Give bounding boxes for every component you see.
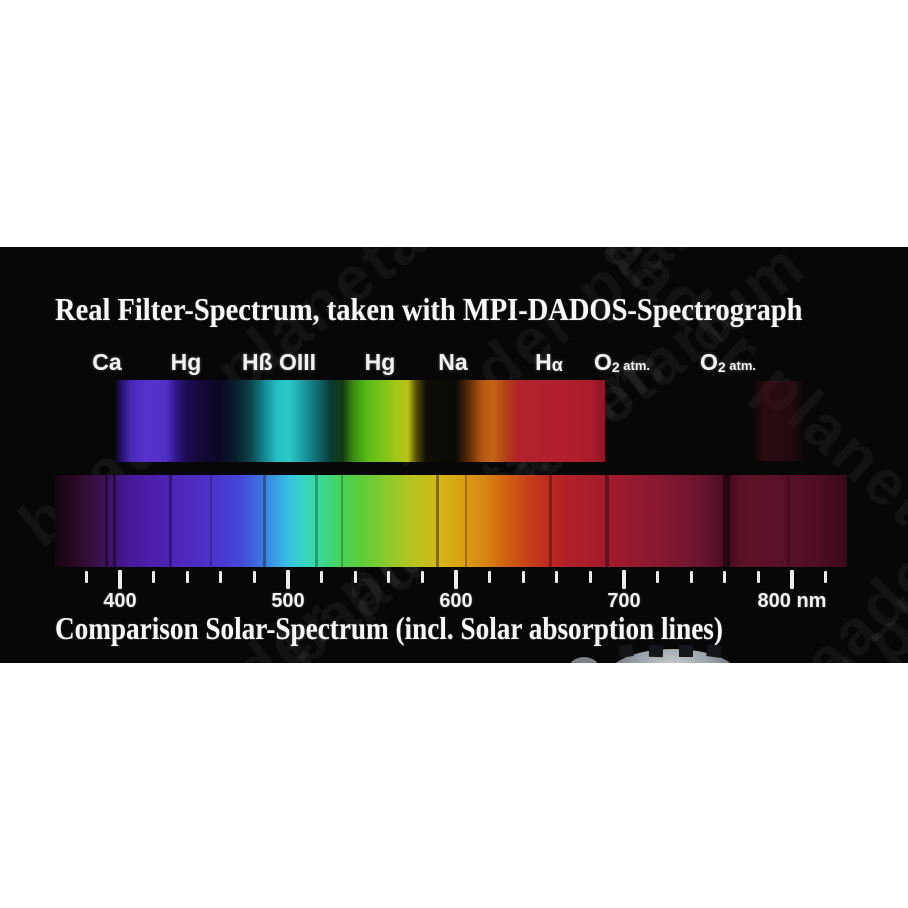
absorption-line xyxy=(340,475,343,567)
axis-minor-tick xyxy=(723,571,727,583)
axis-minor-tick xyxy=(656,571,660,583)
axis-major-tick xyxy=(622,570,626,589)
spectral-label-part: O xyxy=(699,349,718,375)
absorption-line xyxy=(465,475,468,567)
spectral-label-part: Hg xyxy=(170,349,202,375)
spectral-label: Ca xyxy=(92,349,121,376)
axis-tick-label: 400 xyxy=(103,590,137,612)
spectral-label-part: α xyxy=(551,355,563,375)
spectral-label-part: Ca xyxy=(92,349,122,375)
absorption-line xyxy=(168,475,172,567)
absorption-line xyxy=(113,475,117,567)
spectral-label-part: Hß OIII xyxy=(241,349,317,375)
spectral-label: O2 atm. xyxy=(594,349,650,376)
axis-major-tick xyxy=(790,570,794,589)
spectral-label-part: 2 xyxy=(717,359,726,375)
axis-minor-tick xyxy=(320,571,324,583)
axis-minor-tick xyxy=(84,571,88,583)
axis-minor-tick xyxy=(689,571,693,583)
axis-major-tick xyxy=(454,570,458,589)
spectrum-banner: baader planetarium baader planetarium baad… xyxy=(0,247,908,663)
absorption-line xyxy=(262,475,266,567)
spectral-label-part: Hg xyxy=(364,349,396,375)
axis-major-tick xyxy=(286,570,290,589)
banner-caption: Comparison Solar-Spectrum (incl. Solar a… xyxy=(55,610,723,646)
spectral-label: Hg xyxy=(365,349,396,376)
spectral-label-part: O xyxy=(593,349,612,375)
axis-tick-label: 600 xyxy=(439,590,473,612)
axis-minor-tick xyxy=(387,571,391,583)
spectral-label-part: H xyxy=(535,349,552,375)
absorption-line xyxy=(548,475,552,567)
spectral-label: Hß OIII xyxy=(242,349,316,376)
absorption-line xyxy=(722,475,730,567)
spectral-label-part: Na xyxy=(438,349,468,375)
axis-major-tick xyxy=(118,570,122,589)
solar-spectrum-strip xyxy=(55,475,847,567)
product-photo-fragment-notch xyxy=(706,644,722,658)
axis-minor-tick xyxy=(420,571,424,583)
axis-minor-tick xyxy=(353,571,357,583)
axis-minor-tick xyxy=(555,571,559,583)
axis-tick-label: 800 nm xyxy=(757,590,827,612)
filter-spectrum-strip xyxy=(115,380,605,462)
axis-minor-tick xyxy=(824,571,828,583)
absorption-line xyxy=(605,475,610,567)
product-photo-fragment xyxy=(569,644,741,663)
banner-title: Real Filter-Spectrum, taken with MPI-DAD… xyxy=(55,291,803,327)
axis-minor-tick xyxy=(252,571,256,583)
product-photo-fragment-notch xyxy=(618,644,634,658)
axis-minor-tick xyxy=(588,571,592,583)
axis-minor-tick xyxy=(488,571,492,583)
spectral-label-part: 2 xyxy=(611,359,620,375)
absorption-line xyxy=(787,475,791,567)
axis-minor-tick xyxy=(152,571,156,583)
axis-minor-tick xyxy=(219,571,223,583)
spectral-label: Hg xyxy=(171,349,202,376)
absorption-line xyxy=(209,475,212,567)
filter-ir-band xyxy=(751,381,806,461)
axis-tick-label: 700 xyxy=(607,590,641,612)
spectral-label-part: atm. xyxy=(619,358,651,373)
spectral-label: O2 atm. xyxy=(700,349,756,376)
absorption-line xyxy=(105,475,109,567)
axis-minor-tick xyxy=(185,571,189,583)
product-photo-fragment-notch xyxy=(648,644,664,658)
absorption-line xyxy=(436,475,440,567)
spectral-label: Na xyxy=(438,349,467,376)
axis-minor-tick xyxy=(756,571,760,583)
axis-minor-tick xyxy=(521,571,525,583)
axis-tick-label: 500 xyxy=(271,590,305,612)
product-photo-fragment-side xyxy=(569,657,599,663)
product-photo-fragment-notch xyxy=(679,645,693,657)
absorption-line xyxy=(315,475,319,567)
spectral-label: Hα xyxy=(535,349,563,376)
spectral-label-part: atm. xyxy=(725,358,757,373)
